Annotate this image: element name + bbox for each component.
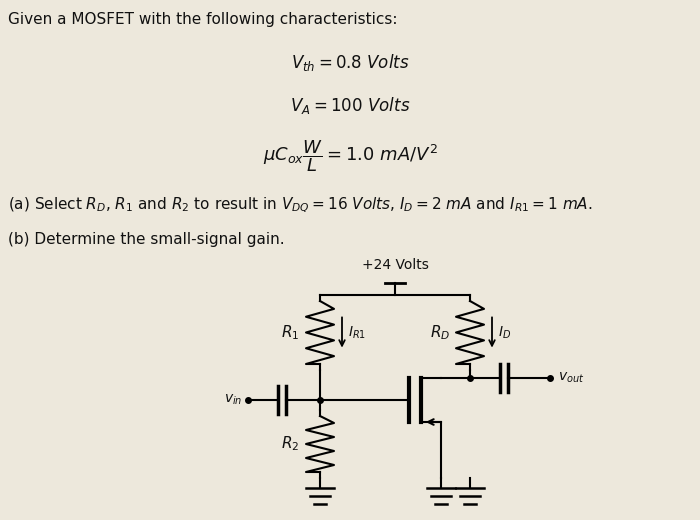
Text: $I_{R1}$: $I_{R1}$	[348, 324, 366, 341]
Text: $I_D$: $I_D$	[498, 324, 511, 341]
Text: Given a MOSFET with the following characteristics:: Given a MOSFET with the following charac…	[8, 12, 398, 27]
Text: $v_{out}$: $v_{out}$	[558, 371, 584, 385]
Text: $v_{in}$: $v_{in}$	[223, 393, 242, 407]
Text: $V_{th} = 0.8\ Volts$: $V_{th} = 0.8\ Volts$	[290, 52, 410, 73]
Text: $R_1$: $R_1$	[281, 323, 299, 342]
Text: $R_D$: $R_D$	[430, 323, 450, 342]
Text: (a) Select $R_D$, $R_1$ and $R_2$ to result in $V_{DQ} = 16\ Volts$, $I_D = 2\ m: (a) Select $R_D$, $R_1$ and $R_2$ to res…	[8, 196, 593, 215]
Text: +24 Volts: +24 Volts	[362, 258, 428, 272]
Text: $\mu C_{ox}\dfrac{W}{L} = 1.0\ mA/V^2$: $\mu C_{ox}\dfrac{W}{L} = 1.0\ mA/V^2$	[262, 138, 438, 174]
Text: $R_2$: $R_2$	[281, 435, 299, 453]
Text: $V_A = 100\ Volts$: $V_A = 100\ Volts$	[290, 95, 410, 116]
Text: (b) Determine the small-signal gain.: (b) Determine the small-signal gain.	[8, 232, 285, 247]
